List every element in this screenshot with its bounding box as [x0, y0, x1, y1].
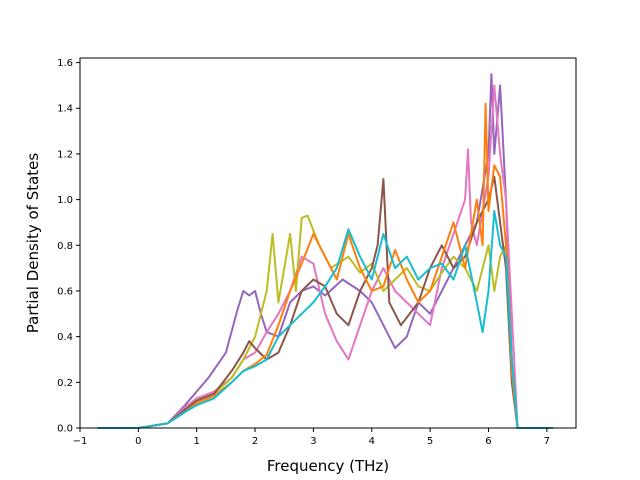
y-tick-label: 0.4 [57, 332, 73, 343]
series-line-3 [97, 214, 553, 429]
y-tick-label: 1.4 [57, 104, 73, 115]
y-axis-label: Partial Density of States [24, 153, 42, 334]
x-tick-label: 3 [310, 436, 316, 447]
y-tick-label: 1.0 [57, 195, 73, 206]
x-tick-label: 6 [485, 436, 491, 447]
x-tick-label: 4 [369, 436, 375, 447]
y-tick-label: 0.0 [57, 424, 73, 435]
y-tick-label: 1.2 [57, 149, 73, 160]
x-tick-label: 0 [135, 436, 141, 447]
x-tick-label: 5 [427, 436, 433, 447]
axes-frame [79, 57, 577, 429]
x-tick-label: 7 [544, 436, 550, 447]
x-tick-label: 2 [252, 436, 258, 447]
y-tick-label: 0.8 [57, 241, 73, 252]
series-line-6 [97, 210, 553, 429]
y-tick-label: 1.6 [57, 58, 73, 69]
x-tick-label: −1 [73, 436, 88, 447]
y-tick-label: 0.2 [57, 378, 73, 389]
x-axis-ticks: −1 0 1 2 3 4 5 6 7 [73, 428, 550, 447]
y-axis-ticks: 0.0 0.2 0.4 0.6 0.8 1.0 1.2 1.4 1.6 [57, 58, 80, 435]
x-tick-label: 1 [194, 436, 200, 447]
x-axis-label: Frequency (THz) [267, 457, 389, 475]
y-tick-label: 0.6 [57, 286, 73, 297]
plot-area [97, 73, 553, 429]
